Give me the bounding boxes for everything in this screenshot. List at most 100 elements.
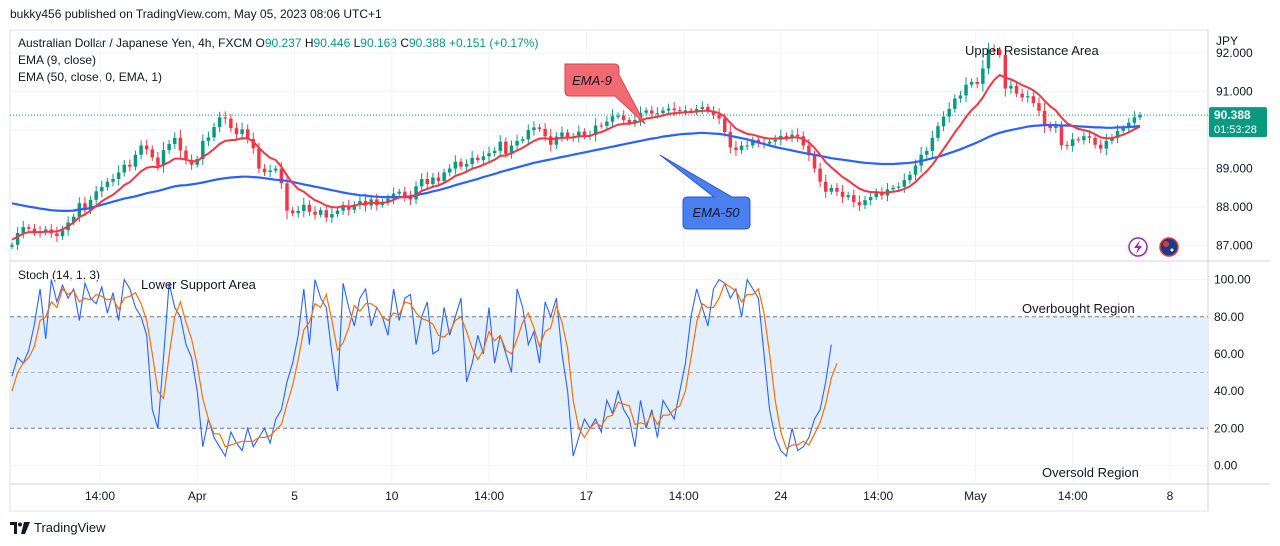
close-value: 90.388 xyxy=(409,36,446,50)
candle-body xyxy=(543,128,547,137)
candle-body xyxy=(823,181,828,192)
change-value: +0.151 (+0.17%) xyxy=(449,36,539,50)
candle-body xyxy=(807,145,811,156)
candle-body xyxy=(240,129,244,134)
candle-body xyxy=(767,141,772,144)
candle-body xyxy=(565,132,570,139)
chart-frame xyxy=(9,29,1209,512)
candle-body xyxy=(234,128,239,134)
close-label: C xyxy=(400,36,409,50)
candle-body xyxy=(1082,136,1086,141)
symbol-name: Australian Dollar / Japanese Yen, 4h, FX… xyxy=(18,36,253,50)
candle-body xyxy=(997,49,1002,56)
symbol-legend[interactable]: Australian Dollar / Japanese Yen, 4h, FX… xyxy=(18,36,538,50)
candle-body xyxy=(167,143,171,151)
candle-body xyxy=(975,81,979,84)
candle-body xyxy=(279,168,284,184)
ema9-line xyxy=(11,73,1141,241)
candle-body xyxy=(262,168,267,173)
candle-body xyxy=(689,110,693,112)
candle-body xyxy=(257,148,261,169)
candle-body xyxy=(711,110,716,115)
time-tick-label: 8 xyxy=(1167,489,1174,503)
candle-body xyxy=(1054,126,1058,129)
candle-body xyxy=(274,168,278,171)
candle-body xyxy=(330,214,334,218)
stoch-legend[interactable]: Stoch (14, 1, 3) xyxy=(18,268,101,282)
ema9-callout[interactable]: EMA-9 xyxy=(564,63,646,125)
ema9-legend[interactable]: EMA (9, close) xyxy=(18,53,97,67)
candle-body xyxy=(655,113,660,115)
candle-body xyxy=(537,127,542,129)
candle-body xyxy=(981,68,985,84)
published-by-text: bukky456 published on TradingView.com, M… xyxy=(10,7,382,21)
candle-body xyxy=(318,210,323,215)
candle-body xyxy=(577,131,581,138)
candle-body xyxy=(717,114,721,119)
candle-body xyxy=(1037,103,1041,111)
candle-body xyxy=(532,127,536,131)
candle-body xyxy=(661,110,665,114)
stoch-tick-label: 60.00 xyxy=(1214,347,1244,361)
tradingview-brand[interactable]: TradingView xyxy=(10,520,106,535)
candle-body xyxy=(840,191,845,198)
candle-body xyxy=(285,183,289,211)
candle-body xyxy=(694,108,699,112)
candle-body xyxy=(902,180,907,187)
candle-body xyxy=(678,110,682,112)
time-tick-label: 14:00 xyxy=(85,489,115,503)
candle-body xyxy=(610,116,615,122)
candle-body xyxy=(818,168,822,182)
ema50-legend[interactable]: EMA (50, close, 0, EMA, 1) xyxy=(18,70,163,84)
candle-body xyxy=(302,204,306,211)
candle-body xyxy=(358,200,362,205)
candle-body xyxy=(852,195,856,203)
bar-countdown: 01:53:28 xyxy=(1214,124,1257,136)
candle-body xyxy=(953,98,957,109)
stoch-axis[interactable]: 100.00 80.00 60.00 40.00 20.00 0.00 xyxy=(1214,273,1251,473)
candle-body xyxy=(55,233,59,236)
time-tick-label: 5 xyxy=(291,489,298,503)
australia-flag-icon[interactable] xyxy=(1159,237,1179,257)
candle-body xyxy=(459,161,463,167)
candle-body xyxy=(470,157,474,164)
candle-body xyxy=(60,230,65,236)
candle-body xyxy=(560,132,564,137)
high-value: 90.446 xyxy=(313,36,351,50)
time-tick-label: May xyxy=(964,489,987,503)
candle-body xyxy=(616,115,620,117)
candle-body xyxy=(1087,136,1092,138)
candle-body xyxy=(268,170,272,173)
candle-body xyxy=(464,163,469,167)
candle-body xyxy=(925,150,929,155)
lightning-icon[interactable] xyxy=(1128,237,1148,257)
candle-body xyxy=(1031,96,1036,104)
price-tag-bg xyxy=(1209,107,1267,138)
candle-body xyxy=(835,187,839,192)
candle-body xyxy=(1110,137,1114,141)
candle-body xyxy=(313,211,317,215)
stoch-tick-label: 80.00 xyxy=(1214,310,1244,324)
candle-body xyxy=(15,232,20,245)
candle-body xyxy=(324,210,329,218)
candle-body xyxy=(83,203,87,211)
candle-body xyxy=(94,191,98,200)
candle-body xyxy=(829,187,834,192)
candle-body xyxy=(846,195,850,198)
time-tick-label: 14:00 xyxy=(863,489,893,503)
candle-body xyxy=(10,244,14,247)
candle-body xyxy=(184,150,188,161)
last-price-tag: 90.388 01:53:28 xyxy=(1209,107,1267,138)
candle-body xyxy=(403,191,407,198)
candle-body xyxy=(1104,140,1109,149)
candle-body xyxy=(27,227,31,229)
candle-body xyxy=(217,117,222,128)
candle-body xyxy=(650,110,654,114)
candle-body xyxy=(1003,55,1008,89)
ema50-callout[interactable]: EMA-50 xyxy=(659,154,751,230)
candle-body xyxy=(335,210,340,215)
time-axis[interactable]: 14:00 Apr 5 10 14:00 17 14:00 24 14:00 May 14:00 8 xyxy=(85,489,1174,503)
candle-body xyxy=(633,120,637,124)
